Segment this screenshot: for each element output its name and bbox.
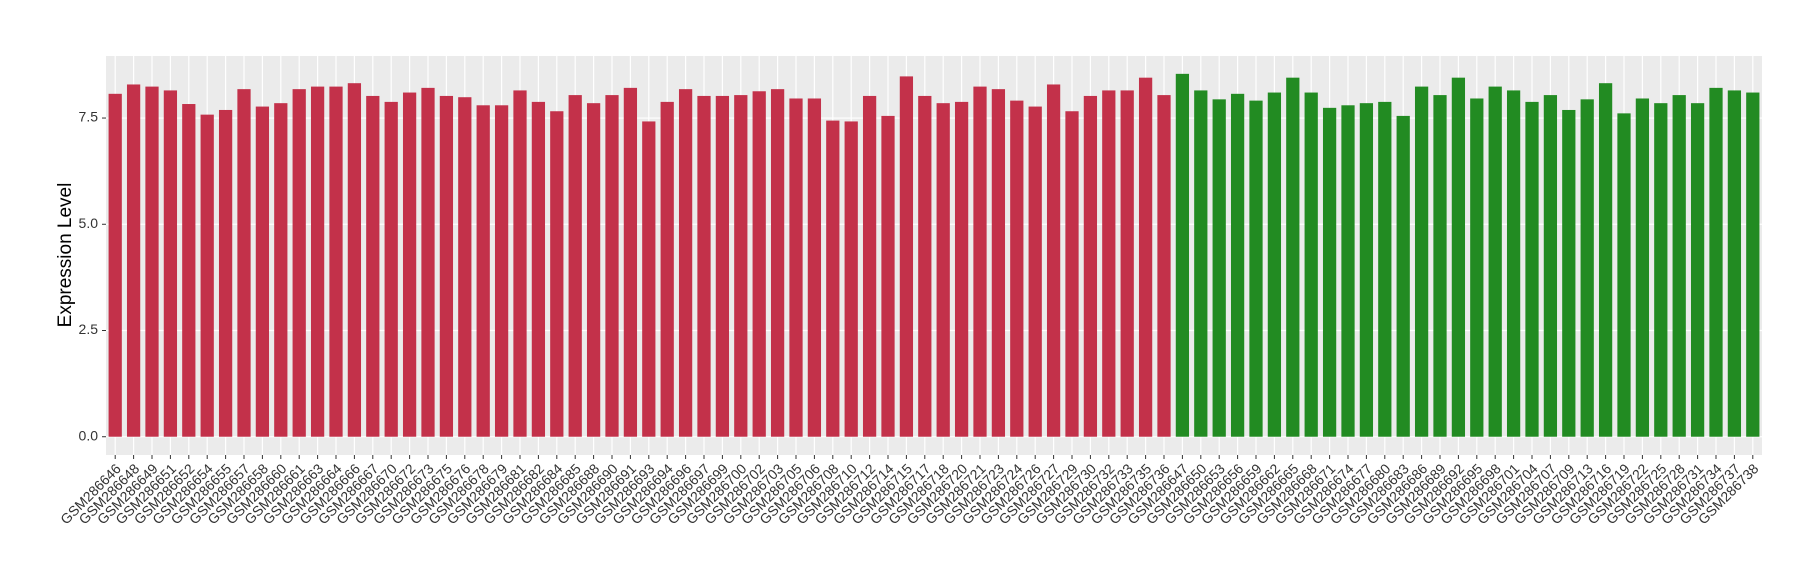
- bar: [623, 87, 638, 437]
- bar: [421, 87, 435, 437]
- bar: [568, 95, 582, 437]
- bar: [1580, 99, 1594, 437]
- bar: [1525, 101, 1539, 437]
- bar: [218, 109, 233, 437]
- bar: [310, 86, 325, 437]
- bar: [1746, 92, 1760, 437]
- bar: [108, 93, 122, 437]
- bar: [1341, 105, 1355, 437]
- bar: [366, 95, 380, 437]
- bar: [292, 89, 306, 437]
- bar: [715, 95, 730, 437]
- bar: [1322, 107, 1337, 437]
- bar: [1065, 111, 1079, 437]
- bar: [752, 91, 766, 437]
- bar: [1102, 90, 1116, 437]
- bar: [1709, 87, 1723, 437]
- bar: [329, 86, 343, 437]
- bar: [973, 86, 987, 437]
- bar: [1506, 90, 1521, 437]
- bar: [255, 106, 270, 437]
- bar: [1010, 100, 1024, 437]
- bar: [918, 95, 932, 437]
- bar: [1120, 90, 1134, 437]
- bar: [1157, 95, 1171, 437]
- bar: [237, 89, 251, 437]
- bar: [807, 98, 822, 437]
- bar: [1654, 103, 1668, 437]
- bar: [200, 114, 214, 437]
- bar: [1212, 99, 1226, 437]
- bar: [1396, 115, 1410, 437]
- bar: [697, 95, 711, 437]
- y-tick-label: 5.0: [79, 215, 99, 231]
- bar: [1028, 106, 1042, 437]
- bar: [1451, 77, 1466, 437]
- bar: [182, 104, 196, 437]
- bar: [1672, 95, 1686, 437]
- y-tick-label: 7.5: [79, 109, 99, 125]
- plot-panel: [106, 56, 1762, 455]
- bar: [494, 105, 509, 437]
- bar: [826, 120, 840, 437]
- bar: [1414, 86, 1429, 437]
- bar: [936, 103, 950, 437]
- y-tick-label: 0.0: [79, 427, 99, 443]
- bar: [550, 111, 564, 437]
- bar: [1304, 92, 1318, 437]
- bar: [1617, 113, 1631, 437]
- bar: [1286, 77, 1300, 437]
- bar: [991, 89, 1006, 437]
- bar: [789, 98, 803, 437]
- bar: [586, 103, 601, 437]
- bar: [1138, 77, 1153, 437]
- bar: [1194, 90, 1208, 437]
- bar: [1249, 100, 1263, 437]
- bar: [1175, 73, 1190, 437]
- bar: [660, 101, 674, 437]
- bar: [1635, 98, 1650, 437]
- bar: [1433, 95, 1447, 437]
- bar: [1690, 103, 1705, 437]
- bar: [458, 97, 472, 437]
- bar: [1727, 90, 1742, 437]
- bar: [1230, 93, 1245, 437]
- bar: [1543, 95, 1558, 437]
- bar: [1083, 95, 1098, 437]
- bar: [476, 105, 490, 437]
- y-axis-label: Expression Level: [55, 183, 76, 328]
- bar: [954, 101, 969, 437]
- bar: [163, 90, 178, 437]
- bar: [1046, 84, 1061, 437]
- bar: [1488, 86, 1502, 437]
- bar: [1470, 98, 1484, 437]
- bar: [347, 83, 362, 437]
- bar: [402, 92, 417, 437]
- bar: [126, 84, 141, 437]
- bar: [642, 121, 656, 437]
- bar: [439, 95, 454, 437]
- bar: [844, 121, 858, 437]
- bar: [770, 89, 785, 437]
- bar: [531, 101, 546, 437]
- bar: [678, 89, 693, 437]
- bar: [513, 90, 527, 437]
- bar: [274, 103, 288, 437]
- bar: [1598, 83, 1613, 437]
- bar: [1359, 103, 1374, 437]
- bar: [1562, 109, 1576, 437]
- bar: [899, 76, 914, 437]
- bar: [1378, 101, 1392, 437]
- bar: [734, 95, 748, 437]
- bar: [384, 101, 398, 437]
- bar: [862, 95, 877, 437]
- bar: [1267, 92, 1282, 437]
- bar: [881, 115, 895, 437]
- bar: [145, 86, 159, 437]
- bar: [605, 95, 619, 437]
- y-tick-label: 2.5: [79, 321, 99, 337]
